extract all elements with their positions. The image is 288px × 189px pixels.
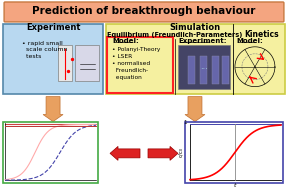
Bar (178, 45, 230, 89)
FancyBboxPatch shape (106, 24, 285, 94)
FancyArrow shape (148, 146, 178, 160)
Text: Equilibrium (Freundlich-Parameters): Equilibrium (Freundlich-Parameters) (107, 32, 243, 38)
Text: Prediction of breakthrough behaviour: Prediction of breakthrough behaviour (32, 6, 256, 16)
Bar (58, 45, 72, 81)
Bar (222, 56, 229, 84)
Text: Experiment: Experiment (26, 23, 80, 32)
Bar (75, 45, 99, 81)
Text: Simulation: Simulation (169, 23, 221, 32)
FancyBboxPatch shape (3, 24, 103, 94)
Text: Model:: Model: (236, 38, 263, 44)
Bar (212, 56, 219, 84)
Text: • rapid small
  scale column
  tests: • rapid small scale column tests (22, 41, 68, 59)
FancyBboxPatch shape (185, 122, 283, 183)
FancyBboxPatch shape (3, 122, 98, 183)
Text: ...: ... (200, 62, 208, 71)
Point (66, 69, 70, 72)
FancyArrow shape (43, 97, 63, 122)
Text: Model:: Model: (112, 38, 139, 44)
Text: c/c₀: c/c₀ (178, 147, 183, 157)
Text: Kinetics: Kinetics (245, 30, 279, 39)
Point (70, 57, 74, 60)
FancyArrow shape (110, 146, 140, 160)
FancyBboxPatch shape (107, 37, 173, 93)
Text: 1: 1 (183, 120, 187, 125)
Text: t: t (234, 183, 236, 188)
FancyArrow shape (185, 97, 205, 122)
Text: • Polanyi-Theory
• LSER
• normalised
  Freundlich-
  equation: • Polanyi-Theory • LSER • normalised Fre… (112, 47, 160, 80)
FancyBboxPatch shape (4, 2, 284, 22)
Bar (200, 56, 207, 84)
Text: Experiment:: Experiment: (178, 38, 226, 44)
Bar (188, 56, 195, 84)
